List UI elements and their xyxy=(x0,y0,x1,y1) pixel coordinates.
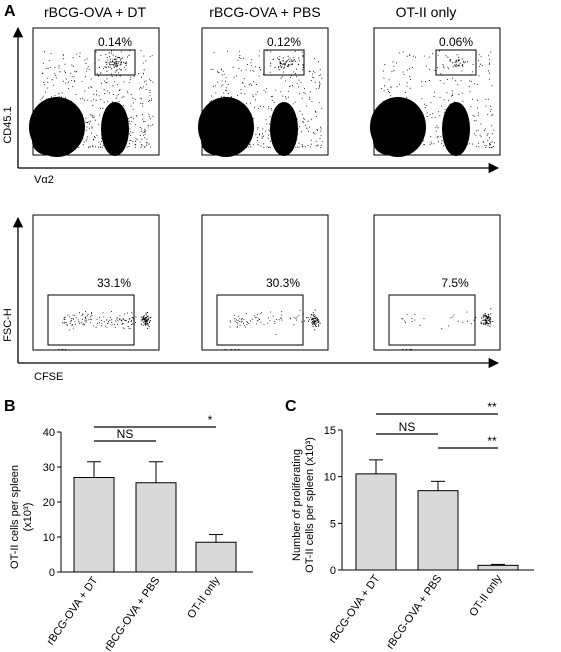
bar xyxy=(355,473,397,571)
gate-percent: 0.12% xyxy=(267,35,301,49)
bar xyxy=(417,490,459,571)
y-tick-label: 20 xyxy=(43,497,55,509)
category-label: rBCG-OVA + PBS xyxy=(102,575,162,652)
row2-flow-plot: 30.3% xyxy=(201,214,329,351)
panel-c-letter: C xyxy=(285,398,297,415)
y-tick-label: 5 xyxy=(330,518,336,530)
dense-population xyxy=(201,127,231,155)
gate-percent: 33.1% xyxy=(97,276,131,290)
group-title-dt: rBCG-OVA + DT xyxy=(44,4,146,20)
scatter-events xyxy=(58,311,152,350)
panel-b-ylabel-1: OT-II cells per spleen xyxy=(9,465,21,569)
gated-events xyxy=(270,55,304,71)
row1-flow-plot: 0.12% xyxy=(198,27,329,157)
category-label: rBCG-OVA + PBS xyxy=(384,573,444,652)
category-label: rBCG-OVA + DT xyxy=(45,575,101,648)
gate-box xyxy=(216,294,304,346)
gated-events xyxy=(447,56,468,68)
row1-flow-plot: 0.14% xyxy=(29,27,160,157)
gate-percent: 0.14% xyxy=(98,35,132,49)
gate-percent: 0.06% xyxy=(439,35,473,49)
y-tick-label: 15 xyxy=(324,425,336,437)
y-tick-label: 40 xyxy=(43,427,55,439)
panel-a: A rBCG-OVA + DT rBCG-OVA + PBS OT-II onl… xyxy=(2,3,501,383)
plot-frame xyxy=(201,214,329,351)
panel-c-ylabel-2: OT-II cells per spleen (x10³) xyxy=(304,437,316,573)
bar xyxy=(477,564,519,571)
plot-frame xyxy=(373,214,501,351)
panel-b: B OT-II cells per spleen (x10³) 0 10 20 30 4… xyxy=(4,398,253,652)
gate-box xyxy=(435,49,477,76)
gate-percent: 30.3% xyxy=(266,276,300,290)
row2-x-label: CFSE xyxy=(34,371,63,383)
category-label: OT-II only xyxy=(185,574,222,620)
panel-c-ylabel-1: Number of proliferating xyxy=(291,449,303,561)
bar xyxy=(195,541,237,573)
scatter-events xyxy=(208,50,323,148)
plot-frame xyxy=(373,27,501,156)
group-title-pbs: rBCG-OVA + PBS xyxy=(209,4,320,20)
panel-b-ylabel-2: (x10³) xyxy=(22,503,34,532)
dense-population xyxy=(442,102,470,156)
dense-population xyxy=(373,127,403,155)
significance-label: * xyxy=(208,413,213,427)
y-tick-label: 30 xyxy=(43,462,55,474)
row2-flow-plot: 33.1% xyxy=(32,214,160,351)
row2-y-label: FSC-H xyxy=(2,308,14,342)
row1-y-label: CD45.1 xyxy=(2,106,14,143)
panel-c: C Number of proliferating OT-II cells pe… xyxy=(285,398,534,651)
significance-label: NS xyxy=(399,420,416,434)
y-tick-label: 10 xyxy=(43,532,55,544)
row2-flow-plot: 7.5% xyxy=(373,214,501,351)
gate-box xyxy=(388,294,476,346)
panel-b-letter: B xyxy=(4,398,16,415)
gate-percent: 7.5% xyxy=(441,276,469,290)
significance-label: ** xyxy=(487,400,497,414)
category-label: OT-II only xyxy=(467,572,504,618)
gate-box xyxy=(94,49,136,76)
y-tick-label: 0 xyxy=(49,567,55,579)
scatter-events xyxy=(224,309,321,350)
plot-frame xyxy=(32,27,160,156)
significance-label: ** xyxy=(487,434,497,448)
dense-population xyxy=(270,102,298,156)
row1-x-label: Vα2 xyxy=(34,174,54,186)
y-tick-label: 0 xyxy=(330,565,336,577)
dense-population xyxy=(101,102,129,156)
bar xyxy=(135,482,177,573)
row1-flow-plot: 0.06% xyxy=(370,27,501,157)
panel-a-letter: A xyxy=(4,3,16,20)
category-label: rBCG-OVA + DT xyxy=(327,573,383,646)
y-tick-label: 10 xyxy=(324,472,336,484)
significance-label: NS xyxy=(117,427,134,441)
gate-box xyxy=(263,49,305,76)
dense-population xyxy=(32,127,62,155)
bar xyxy=(73,477,115,573)
group-title-ot2: OT-II only xyxy=(396,4,457,20)
gated-events xyxy=(104,52,130,71)
